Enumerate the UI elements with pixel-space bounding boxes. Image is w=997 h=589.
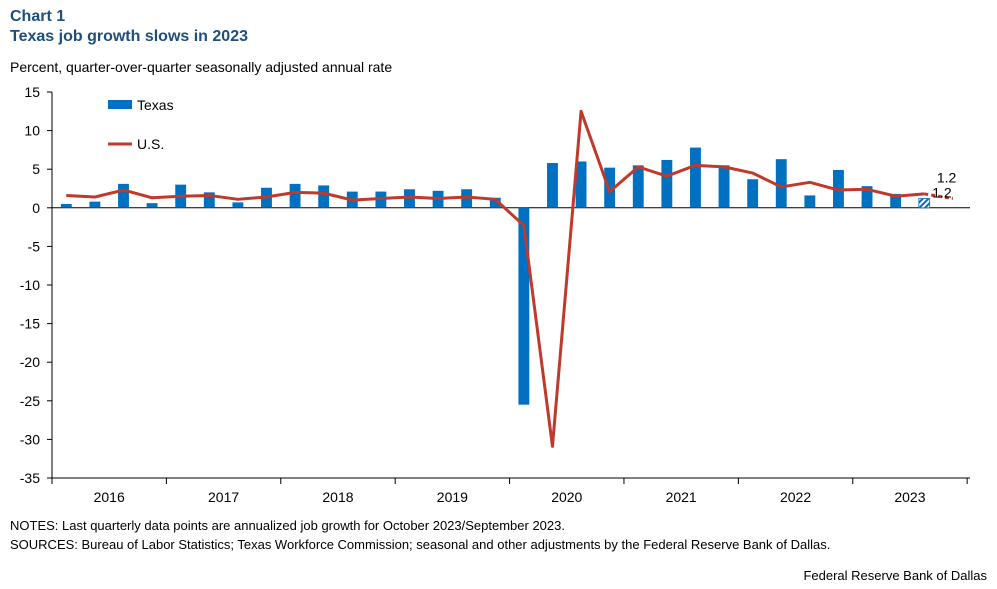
texas-bar: [203, 192, 215, 208]
y-tick-label: -5: [28, 238, 41, 254]
texas-bar: [690, 147, 701, 208]
y-tick-label: 15: [24, 84, 40, 100]
chart-title: Texas job growth slows in 2023: [10, 28, 248, 45]
x-tick-label: 2022: [780, 489, 811, 505]
texas-bar: [89, 201, 101, 208]
x-tick-label: 2020: [551, 489, 582, 505]
texas-bar: [518, 207, 530, 405]
y-tick-label: -15: [20, 316, 40, 332]
legend-label-us: U.S.: [137, 136, 164, 152]
texas-bar: [718, 165, 730, 208]
legend-label-texas: Texas: [137, 97, 174, 113]
texas-bar: [289, 183, 301, 208]
texas-bar: [575, 161, 587, 208]
chart-sources: SOURCES: Bureau of Labor Statistics; Tex…: [10, 537, 831, 552]
texas-bar: [404, 189, 415, 208]
texas-bar: [232, 202, 244, 208]
texas-bar: [890, 193, 902, 208]
y-tick-label: 0: [32, 200, 40, 216]
texas-bar: [918, 198, 931, 209]
x-tick-label: 2017: [208, 489, 239, 505]
chart-number: Chart 1: [10, 8, 66, 25]
texas-bar: [547, 163, 558, 208]
y-tick-label: 10: [24, 123, 40, 139]
y-tick-label: -10: [20, 277, 40, 293]
texas-bar: [461, 189, 473, 208]
chart-credit: Federal Reserve Bank of Dallas: [803, 568, 987, 583]
x-tick-label: 2021: [666, 489, 697, 505]
texas-bar: [775, 159, 787, 208]
legend-swatch-texas: [108, 100, 132, 109]
texas-bar: [489, 197, 501, 208]
x-tick-label: 2016: [94, 489, 125, 505]
us-last-label: 1.2: [937, 170, 957, 186]
texas-bar: [318, 185, 330, 208]
chart-subtitle: Percent, quarter-over-quarter seasonally…: [10, 59, 393, 75]
x-tick-label: 2023: [894, 489, 925, 505]
texas-bar: [60, 203, 72, 208]
texas-bar: [118, 183, 129, 208]
texas-bar: [747, 179, 759, 208]
y-tick-label: -25: [20, 393, 40, 409]
y-tick-label: -30: [20, 431, 40, 447]
texas-bar: [804, 195, 816, 208]
chart-notes: NOTES: Last quarterly data points are an…: [10, 518, 565, 533]
texas-last-label: 1.2: [932, 185, 952, 201]
x-tick-label: 2018: [322, 489, 353, 505]
x-tick-label: 2019: [437, 489, 468, 505]
us-line: [66, 109, 925, 448]
y-tick-label: 5: [32, 161, 40, 177]
y-tick-label: -20: [20, 354, 40, 370]
us-line-estimate: [924, 192, 954, 201]
y-tick-label: -35: [20, 470, 40, 486]
texas-bar: [861, 186, 873, 208]
texas-bar: [661, 159, 673, 208]
texas-bar: [632, 165, 644, 208]
texas-bar: [146, 203, 158, 208]
